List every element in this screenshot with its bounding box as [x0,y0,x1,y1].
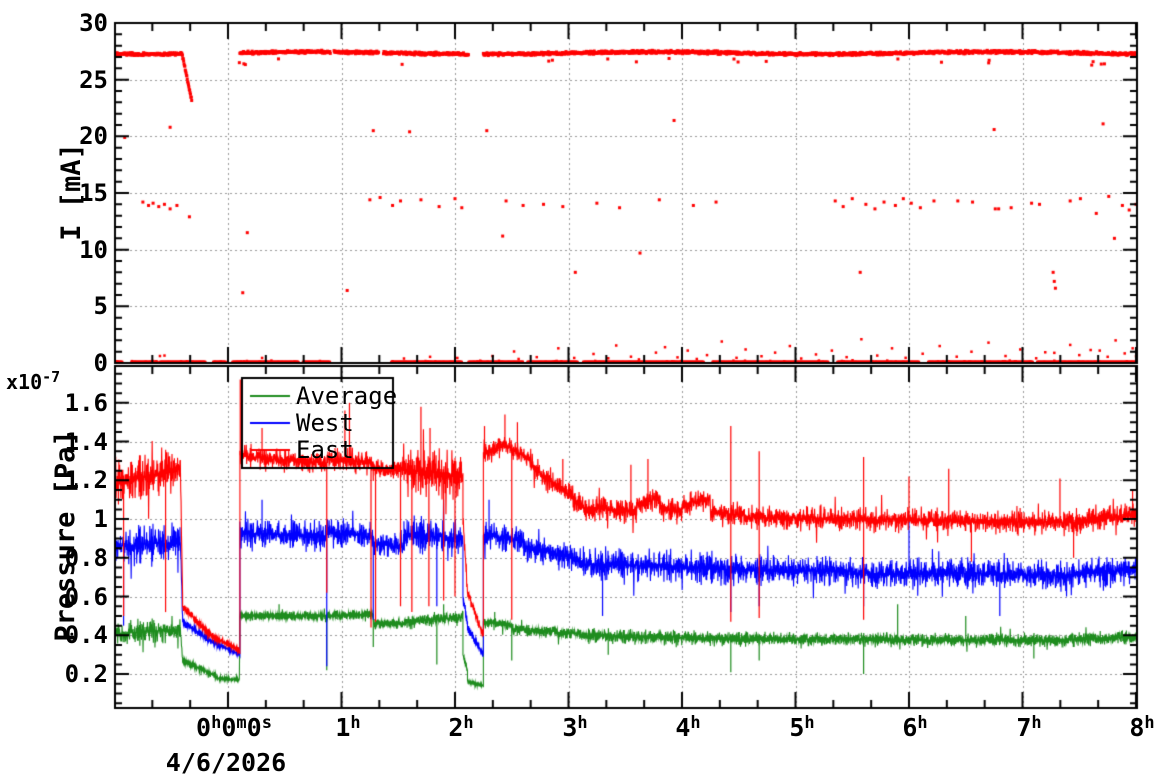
x-tick-label: 3h [562,713,588,742]
bottom-y-tick-label: 1.4 [64,428,108,456]
scale-exponent: -7 [42,368,61,386]
y-axis-scale-exponent: x10-7 [6,368,61,394]
x-tick-label: 6h [902,713,928,742]
top-y-tick-label: 10 [79,236,108,264]
x-axis-date-label: 4/6/2026 [165,748,287,777]
top-y-tick-label: 20 [79,122,108,150]
bottom-y-tick-label: 1 [93,505,108,533]
bottom-y-tick-label: 0.8 [64,544,108,572]
legend-entry-west: West [296,409,354,437]
x-tick-label: 1h [335,713,361,742]
legend-entry-east: East [296,436,354,464]
x-tick-label: 7h [1016,713,1042,742]
top-y-tick-label: 0 [93,349,108,377]
legend-entry-average: Average [296,382,398,410]
scale-mantissa: x10 [6,370,43,394]
top-y-tick-label: 15 [79,179,108,207]
top-y-tick-label: 25 [79,66,108,94]
bottom-y-tick-label: 0.6 [64,583,108,611]
bottom-y-tick-label: 0.4 [64,621,108,649]
x-tick-label: 2h [448,713,474,742]
top-y-tick-label: 5 [93,292,108,320]
bottom-y-tick-label: 0.2 [64,660,108,688]
top-y-tick-label: 30 [79,9,108,37]
x-tick-label: 4h [675,713,701,742]
bottom-y-tick-label: 1.2 [64,466,108,494]
x-tick-label: 5h [789,713,815,742]
x-tick-label: 0h0m0s [196,713,272,742]
x-tick-label: 8h [1129,713,1155,742]
bottom-y-tick-label: 1.6 [64,389,108,417]
